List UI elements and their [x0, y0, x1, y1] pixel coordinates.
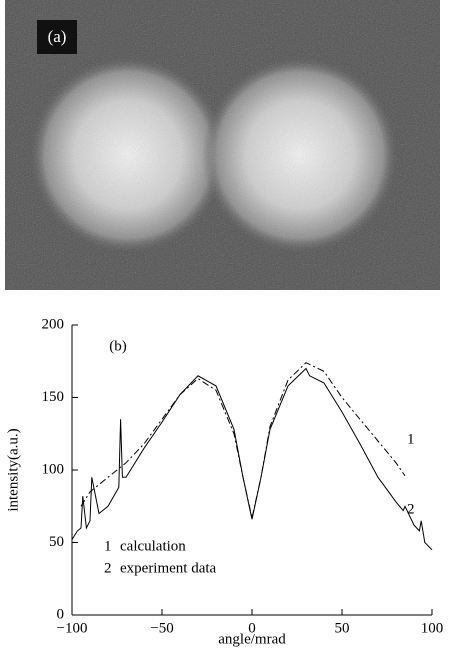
y-tick-label: 150 — [42, 389, 65, 405]
image-noise — [5, 0, 440, 290]
chart: (b) angle/mrad intensity(a.u.) 050100150… — [5, 316, 443, 647]
y-tick-label: 0 — [57, 606, 65, 622]
x-tick-label: −50 — [150, 620, 173, 636]
y-tick-label: 200 — [42, 316, 65, 332]
image-panel: (a) — [5, 0, 440, 290]
legend-label: experiment data — [120, 560, 217, 576]
line-label: 2 — [407, 501, 415, 517]
x-tick-label: 0 — [248, 620, 256, 636]
legend-number: 1 — [104, 538, 112, 554]
y-axis-label: intensity(a.u.) — [5, 428, 21, 511]
legend-label: calculation — [120, 538, 186, 554]
x-axis-label: angle/mrad — [218, 631, 286, 647]
y-tick-label: 100 — [42, 461, 65, 477]
y-tick-label: 50 — [49, 534, 64, 550]
legend-number: 2 — [104, 560, 112, 576]
x-tick-label: 50 — [335, 620, 350, 636]
panel-label: (b) — [109, 338, 127, 354]
data-line — [71, 367, 433, 551]
data-line — [80, 362, 406, 519]
label-box — [37, 20, 77, 54]
line-label: 1 — [407, 431, 415, 447]
panel-label: (a) — [48, 27, 67, 46]
x-tick-label: 100 — [421, 620, 444, 636]
x-tick-label: −100 — [57, 620, 88, 636]
